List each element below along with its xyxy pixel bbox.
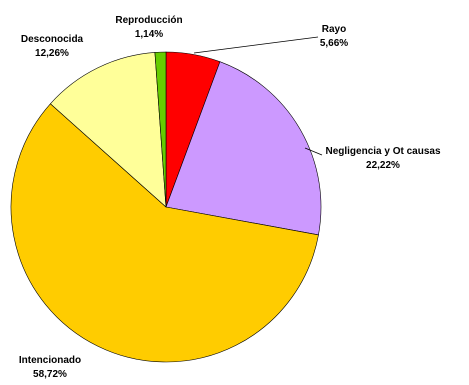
pie-slices xyxy=(10,51,322,363)
slice-label-desconocida: Desconocida xyxy=(21,34,84,45)
slice-value-desconocida: 12,26% xyxy=(35,48,69,59)
slice-value-reproduccion: 1,14% xyxy=(135,29,163,40)
pie-slice-desconocida xyxy=(49,52,167,208)
pie-slice-reproduccion xyxy=(154,51,167,208)
slice-label-rayo: Rayo xyxy=(322,24,346,35)
slice-value-intencionado: 58,72% xyxy=(33,369,67,380)
leader-line-negligencia xyxy=(304,147,323,156)
slice-label-intencionado: Intencionado xyxy=(19,355,81,366)
slice-value-negligencia: 22,22% xyxy=(366,160,400,171)
leader-line-rayo xyxy=(193,36,319,54)
pie-slice-intencionado xyxy=(10,103,319,363)
slice-value-rayo: 5,66% xyxy=(320,38,348,49)
slice-label-reproduccion: Reproducción xyxy=(115,15,182,26)
pie-slice-negligencia xyxy=(165,61,322,236)
leader-lines xyxy=(193,36,323,156)
slice-label-negligencia: Negligencia y Ot causas xyxy=(325,146,440,157)
